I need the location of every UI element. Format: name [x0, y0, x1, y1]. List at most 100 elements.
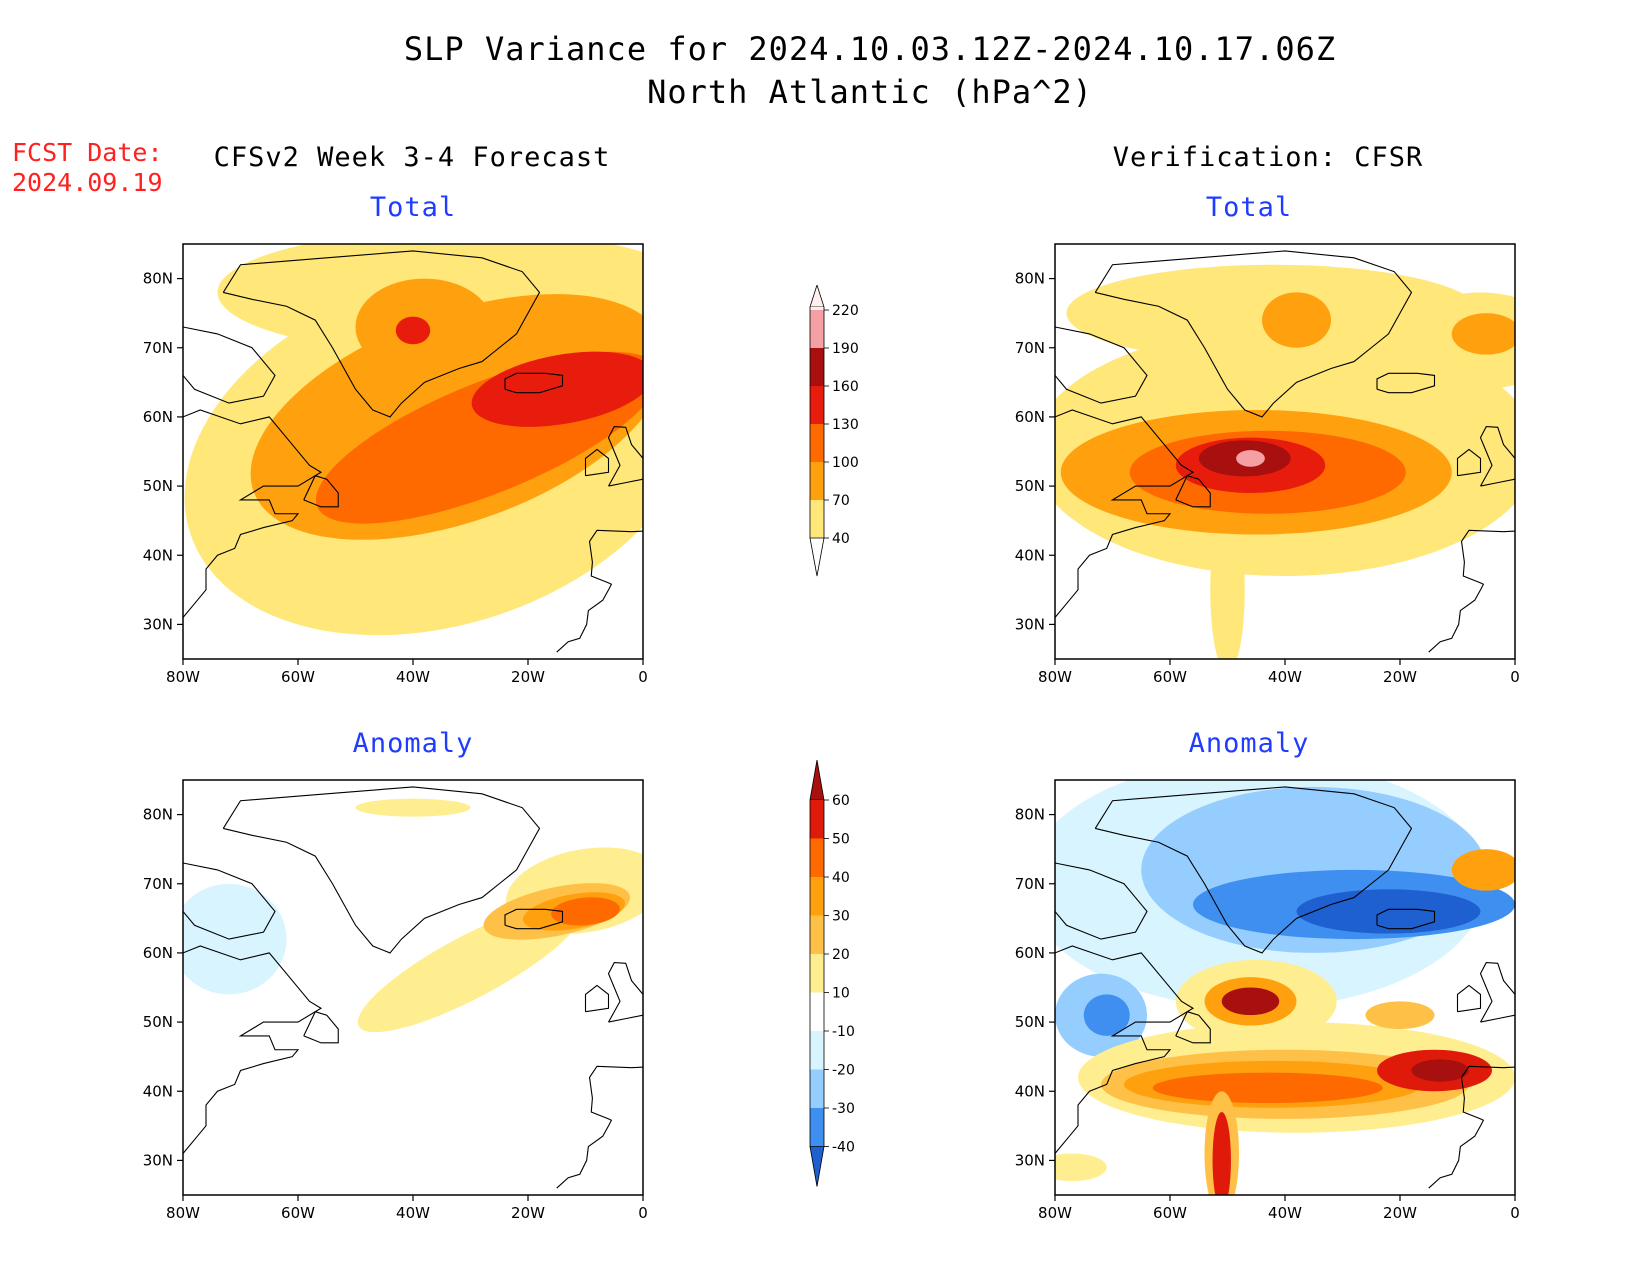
colorbar-label: -20	[832, 1063, 855, 1079]
lon-tick-label: 40W	[396, 668, 430, 686]
contour-fill	[1221, 987, 1280, 1016]
coastline	[222, 250, 541, 418]
coastline	[1428, 529, 1515, 653]
lon-tick-label: 40W	[1268, 1204, 1302, 1222]
coastline	[556, 529, 643, 653]
lat-tick-label: 40N	[143, 546, 173, 564]
shaded-field	[1055, 780, 1515, 1195]
anomaly-colorbar: 60 50 40 30 20 10 -10 -20 -30 -40	[809, 760, 855, 1187]
lon-tick-label: 0	[638, 1204, 648, 1222]
forecast-total-map: 80N 70N 60N 50N 40N 30N 80W 60W 40W 20W 0	[143, 243, 648, 686]
colorbar-label: 10	[832, 986, 850, 1002]
colorbar-label: 160	[832, 379, 859, 395]
colorbar-label: 130	[832, 417, 859, 433]
contour-fill	[1083, 994, 1130, 1036]
lon-tick-label: 40W	[1268, 668, 1302, 686]
lat-tick-label: 60N	[1015, 944, 1045, 962]
fcst-date-value: 2024.09.19	[12, 168, 163, 197]
coastline	[1456, 984, 1482, 1013]
coastline	[607, 426, 643, 487]
coastline	[183, 945, 323, 1154]
colorbar-band	[810, 386, 824, 424]
contour-fill	[1212, 1112, 1231, 1195]
colorbar-label: 100	[832, 455, 859, 471]
coastline	[1175, 475, 1211, 508]
lon-tick-label: 40W	[396, 1204, 430, 1222]
lon-tick-label: 60W	[1153, 668, 1187, 686]
lat-tick-label: 30N	[1015, 1151, 1045, 1169]
lat-tick-label: 80N	[143, 806, 173, 824]
lat-tick-label: 70N	[1015, 339, 1045, 357]
contour-fill	[471, 351, 643, 427]
contour-fill	[1262, 292, 1331, 348]
coastline	[1094, 786, 1413, 954]
contour-fill	[355, 798, 471, 817]
lat-tick-label: 50N	[143, 477, 173, 495]
colorbar-bottom-arrow	[809, 1146, 825, 1187]
colorbar-label: -40	[832, 1140, 855, 1156]
coastline	[222, 786, 541, 954]
lat-tick-label: 70N	[143, 875, 173, 893]
colorbar-bottom-arrow	[809, 537, 825, 577]
contour-fill	[551, 897, 620, 926]
main-subtitle: North Atlantic (hPa^2)	[647, 73, 1093, 111]
contour-fill	[395, 316, 431, 345]
contour-fill	[1236, 450, 1265, 467]
coastline	[556, 1065, 643, 1189]
coastline	[607, 962, 643, 1023]
lat-tick-label: 50N	[143, 1013, 173, 1031]
shaded-field	[183, 244, 643, 659]
coastline	[1175, 1011, 1211, 1044]
lon-tick-label: 80W	[1038, 668, 1072, 686]
coastline	[1055, 409, 1195, 618]
colorbar-label: 60	[832, 793, 850, 809]
coastline	[584, 984, 610, 1013]
coastline	[183, 862, 276, 940]
colorbar-label: 40	[832, 531, 850, 547]
coastline	[1376, 908, 1436, 930]
lon-tick-label: 0	[1510, 1204, 1520, 1222]
coastline	[183, 326, 276, 404]
colorbar-band	[810, 800, 824, 839]
colorbar-band	[810, 954, 824, 993]
contour-fill	[1210, 506, 1245, 659]
colorbar-band	[810, 424, 824, 462]
colorbar-label: 220	[832, 303, 859, 319]
lon-tick-label: 80W	[1038, 1204, 1072, 1222]
verification-anomaly-map: 80N 70N 60N 50N 40N 30N 80W 60W 40W 20W 0	[1015, 779, 1520, 1222]
coastline	[1055, 862, 1148, 940]
colorbar-band	[810, 1031, 824, 1070]
lon-tick-label: 60W	[1153, 1204, 1187, 1222]
lat-tick-label: 30N	[1015, 615, 1045, 633]
coastline	[1055, 945, 1195, 1154]
lat-tick-label: 40N	[1015, 546, 1045, 564]
lat-tick-label: 80N	[1015, 806, 1045, 824]
forecast-total-subtitle: Total	[369, 192, 457, 223]
colorbar-label: 20	[832, 947, 850, 963]
contour-fill	[1411, 1059, 1469, 1082]
colorbar-band	[810, 1069, 824, 1108]
coastline	[303, 1011, 339, 1044]
colorbar-label: 190	[832, 341, 859, 357]
lat-tick-label: 60N	[1015, 408, 1045, 426]
colorbar-top-arrow	[809, 760, 825, 801]
colorbar-label: 50	[832, 832, 850, 848]
colorbar-band	[810, 915, 824, 954]
lat-tick-label: 30N	[143, 615, 173, 633]
colorbar-band	[810, 307, 824, 310]
coastline	[1055, 326, 1148, 404]
forecast-anomaly-map: 80N 70N 60N 50N 40N 30N 80W 60W 40W 20W 0	[143, 779, 648, 1222]
colorbar-band	[810, 877, 824, 916]
lat-tick-label: 50N	[1015, 1013, 1045, 1031]
colorbar-band	[810, 992, 824, 1031]
lat-tick-label: 40N	[143, 1082, 173, 1100]
lat-tick-label: 60N	[143, 944, 173, 962]
coastline	[1428, 1065, 1515, 1189]
fcst-date-label: FCST Date:	[12, 138, 163, 167]
lon-tick-label: 80W	[166, 668, 200, 686]
verification-total-map: 80N 70N 60N 50N 40N 30N 80W 60W 40W 20W 0	[1015, 243, 1520, 686]
forecast-anomaly-subtitle: Anomaly	[352, 728, 474, 759]
coastline	[1094, 250, 1413, 418]
verification-total-subtitle: Total	[1205, 192, 1293, 223]
contour-fill	[1451, 313, 1515, 355]
